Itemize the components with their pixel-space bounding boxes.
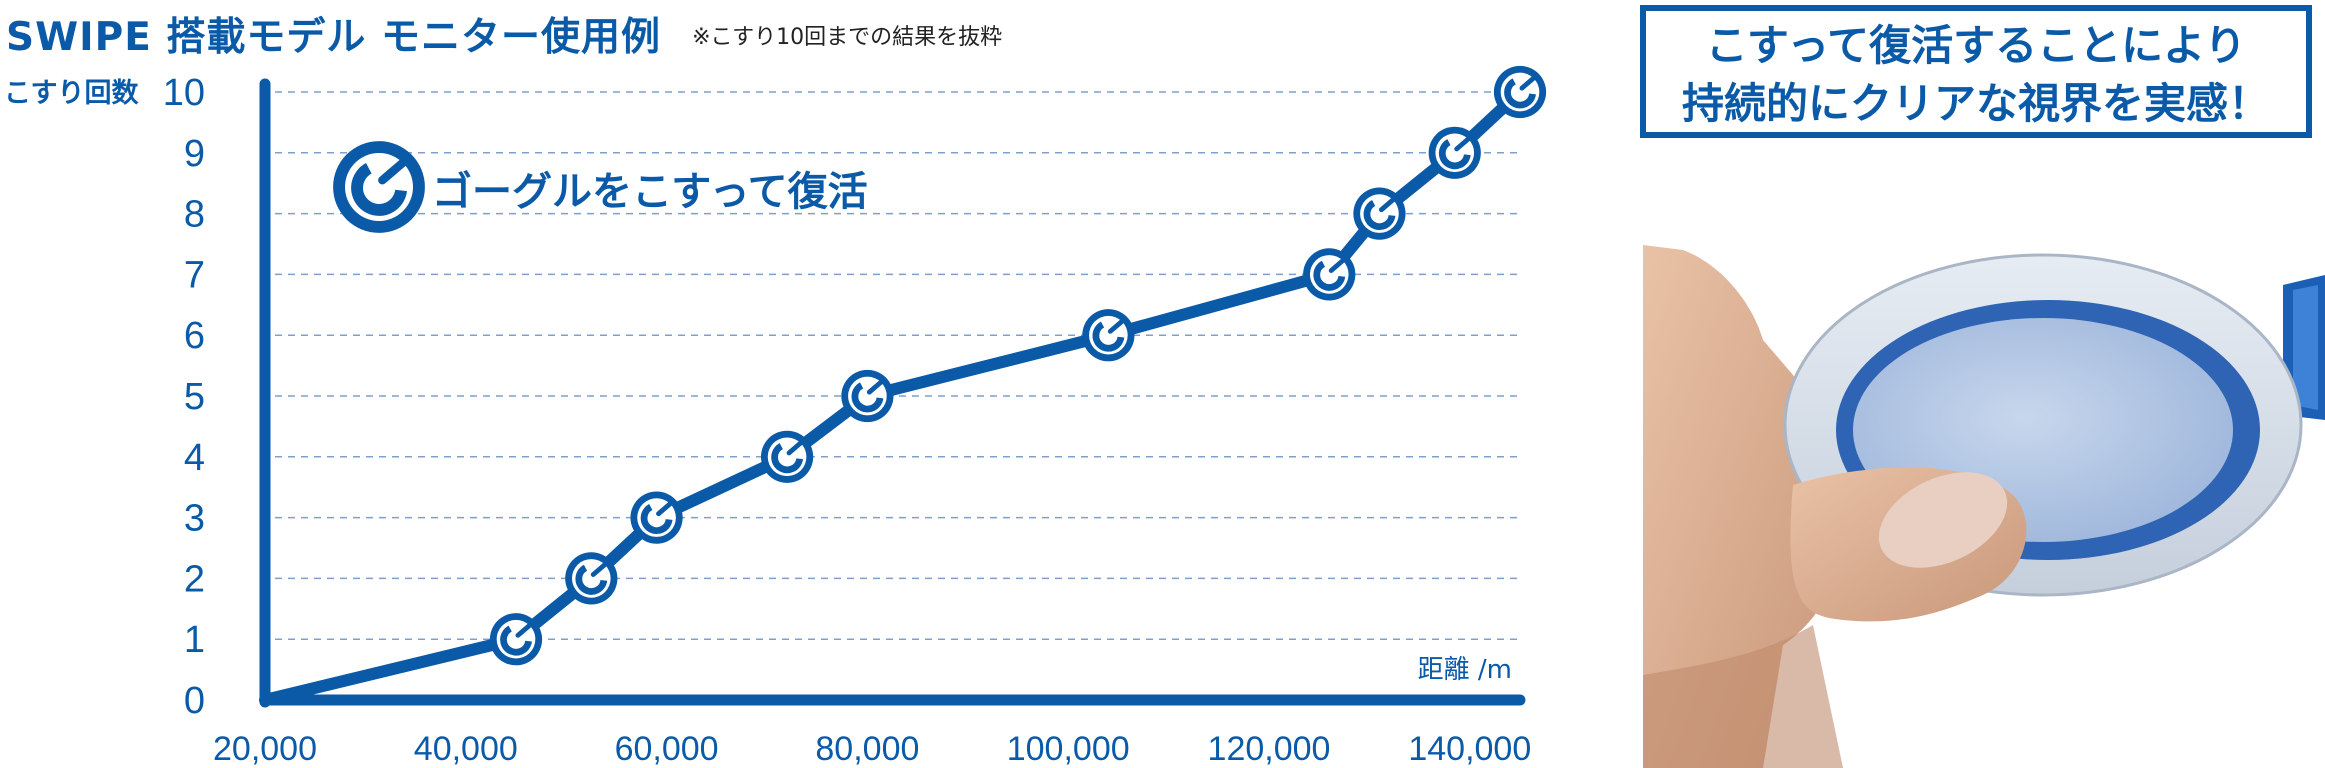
y-tick-label-1: 1 [184,619,205,661]
y-tick-label-7: 7 [184,254,205,296]
y-tick-label-0: 0 [184,680,205,722]
y-tick-label-9: 9 [184,133,205,175]
data-point-3-wiping-finger-icon [630,492,682,544]
data-point-6-wiping-finger-icon [1082,309,1134,361]
y-tick-label-4: 4 [184,437,205,479]
data-point-10-wiping-finger-icon [1494,66,1546,118]
x-axis-title: 距離 /m [1418,655,1512,685]
data-point-2-wiping-finger-icon [565,552,617,604]
x-tick-label-2: 60,000 [615,730,719,768]
x-tick-label-3: 80,000 [815,730,919,768]
data-point-4-wiping-finger-icon [761,431,813,483]
title-block: SWIPE 搭載モデル モニター使用例 ※こすり10回までの結果を抜粋 [6,6,1002,62]
chart-title: SWIPE 搭載モデル モニター使用例 [6,15,661,60]
y-tick-label-10: 10 [163,72,205,114]
data-point-5-wiping-finger-icon [841,370,893,422]
legend-wiping-finger-icon [333,141,425,233]
x-tick-label-0: 20,000 [213,730,317,768]
finger-wiping-goggle-lens-photo [1643,245,2325,768]
x-tick-label-1: 40,000 [414,730,518,768]
y-axis-title: こすり回数 [4,78,139,109]
line-chart: 0 1 2 3 4 5 6 7 8 9 10 20,000 40,000 60,000 80,000 100,… [4,60,1560,768]
callout-box: こすって復活することにより 持続的にクリアな視界を実感！ [1640,5,2312,138]
y-tick-label-3: 3 [184,498,205,540]
callout-line-1: こすって復活することにより [1705,21,2247,70]
x-tick-label-5: 120,000 [1208,730,1331,768]
y-tick-label-8: 8 [184,194,205,236]
x-tick-label-4: 100,000 [1007,730,1130,768]
data-point-8-wiping-finger-icon [1353,188,1405,240]
x-tick-label-6: 140,000 [1408,730,1531,768]
y-tick-label-2: 2 [184,558,205,600]
chart-note: ※こすり10回までの結果を抜粋 [692,25,1003,50]
legend-label: ゴーグルをこすって復活 [432,169,868,215]
callout-line-2: 持続的にクリアな視界を実感！ [1681,79,2270,128]
data-point-9-wiping-finger-icon [1429,127,1481,179]
y-tick-label-5: 5 [184,376,205,418]
data-point-1-wiping-finger-icon [490,613,542,665]
data-point-7-wiping-finger-icon [1303,248,1355,300]
y-tick-label-6: 6 [184,315,205,357]
